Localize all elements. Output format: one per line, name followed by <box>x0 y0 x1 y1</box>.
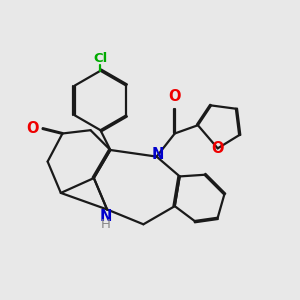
Text: O: O <box>26 121 39 136</box>
Text: Cl: Cl <box>93 52 108 65</box>
Text: H: H <box>100 218 110 231</box>
Text: N: N <box>99 209 112 224</box>
Text: O: O <box>212 141 224 156</box>
Text: O: O <box>169 89 181 104</box>
Text: N: N <box>152 148 164 163</box>
